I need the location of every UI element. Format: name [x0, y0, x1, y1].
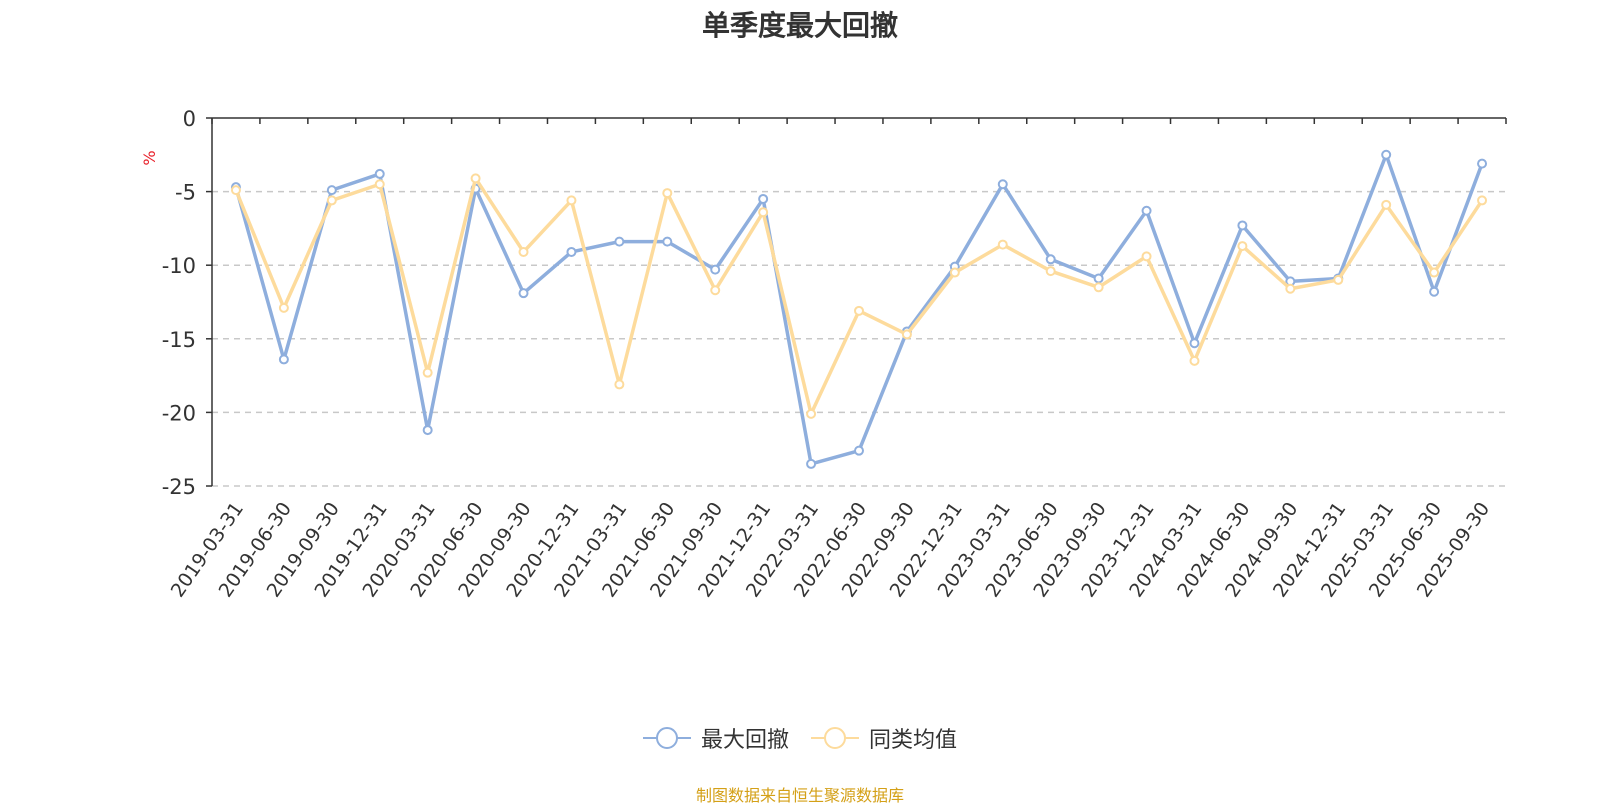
data-point	[758, 193, 769, 204]
data-point	[997, 179, 1008, 190]
data-point	[422, 367, 433, 378]
legend-label-peer-average: 同类均值	[869, 728, 958, 753]
data-point	[1429, 267, 1440, 278]
data-point	[1381, 149, 1392, 160]
data-point	[1477, 158, 1488, 169]
data-point	[422, 425, 433, 436]
legend-item-max-drawdown[interactable]: 最大回撤	[642, 722, 789, 754]
data-point	[326, 185, 337, 196]
y-tick-label: -10	[162, 254, 196, 278]
data-point	[1045, 266, 1056, 277]
data-point	[662, 236, 673, 247]
data-point	[614, 379, 625, 390]
source-note: 制图数据来自恒生聚源数据库	[695, 786, 904, 805]
data-point	[374, 168, 385, 179]
data-point	[949, 267, 960, 278]
legend-label-max-drawdown: 最大回撤	[700, 728, 789, 753]
data-point	[1141, 251, 1152, 262]
data-point	[758, 207, 769, 218]
data-point	[518, 288, 529, 299]
data-point	[1429, 286, 1440, 297]
y-axis-label: %	[140, 150, 159, 165]
data-point	[1237, 220, 1248, 231]
data-point	[518, 246, 529, 257]
data-point	[1189, 338, 1200, 349]
y-tick-label: -20	[162, 401, 196, 425]
data-point	[997, 239, 1008, 250]
data-point	[230, 185, 241, 196]
data-point	[1093, 273, 1104, 284]
legend-item-peer-average[interactable]: 同类均值	[811, 722, 957, 754]
data-point	[566, 246, 577, 257]
data-point	[1189, 355, 1200, 366]
data-point	[854, 305, 864, 316]
legend-marker-peer-average	[811, 727, 859, 749]
data-point	[614, 236, 625, 247]
data-point	[1333, 274, 1344, 285]
data-point	[710, 285, 721, 296]
y-tick-label: -15	[162, 328, 196, 352]
data-point	[1477, 195, 1488, 206]
data-point	[278, 354, 289, 365]
data-point	[1141, 205, 1152, 216]
data-point	[374, 179, 385, 190]
data-point	[278, 302, 289, 313]
data-point	[1045, 254, 1056, 265]
data-point	[566, 195, 577, 206]
data-point	[1093, 282, 1104, 293]
chart-title: 单季度最大回撤	[701, 9, 898, 42]
data-point	[854, 445, 864, 456]
data-point	[1237, 241, 1248, 252]
data-point	[326, 195, 337, 206]
legend: 最大回撤 同类均值	[0, 722, 1600, 754]
data-point	[1285, 283, 1296, 294]
data-point	[806, 458, 817, 469]
data-point	[710, 264, 721, 275]
data-point	[470, 173, 481, 184]
data-point	[1381, 199, 1392, 210]
y-tick-label: -25	[162, 475, 196, 499]
y-tick-label: -5	[175, 181, 196, 205]
data-point	[806, 408, 817, 419]
data-point	[901, 329, 912, 340]
legend-marker-max-drawdown	[642, 727, 691, 749]
data-point	[662, 188, 673, 199]
series-line	[234, 176, 1484, 416]
y-tick-label: 0	[183, 107, 196, 131]
